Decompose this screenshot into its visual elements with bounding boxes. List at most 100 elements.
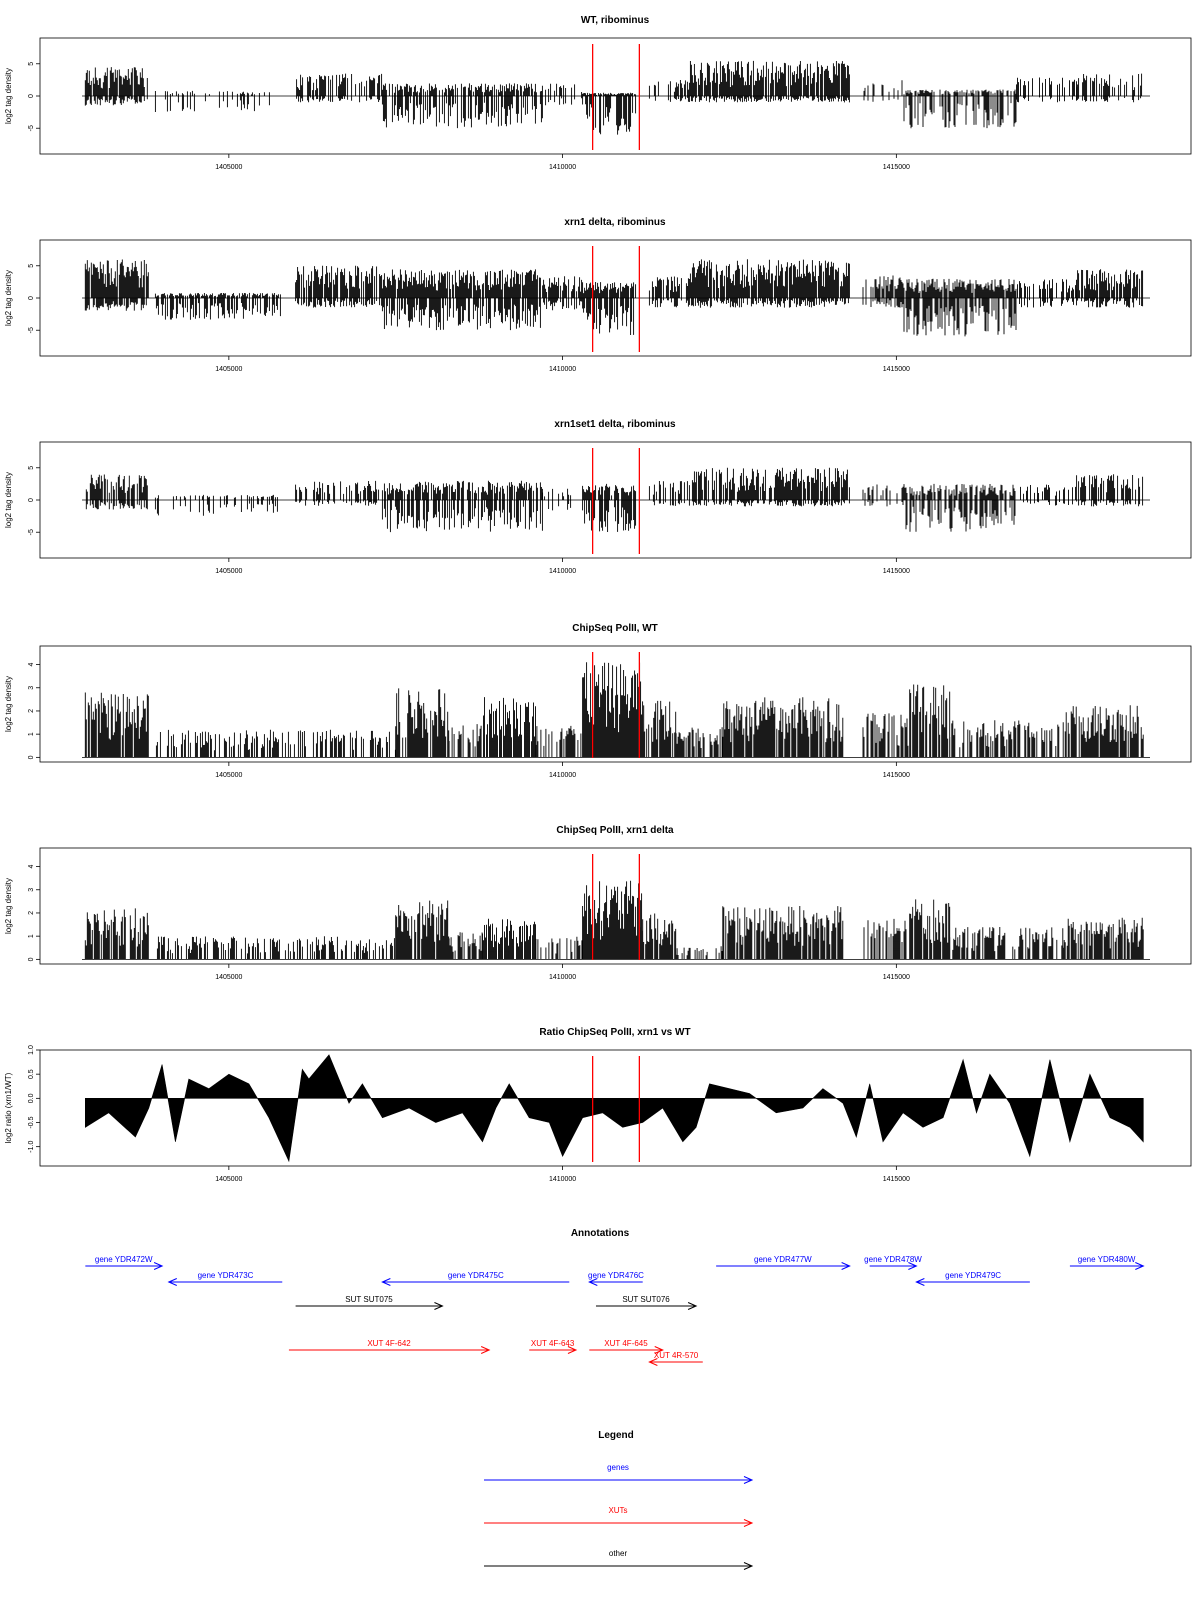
arrow-head-icon [434,1302,444,1310]
data-marks [82,259,1150,337]
y-tick-label: 5 [28,264,35,268]
x-tick-label: 1410000 [549,366,576,373]
x-axis: 1405000 1410000 1415000 [215,558,910,575]
arrow-head-icon [654,1346,664,1354]
arrow-head-icon [648,1358,658,1366]
x-tick-label: 1405000 [215,772,242,779]
y-tick-label: 3 [28,888,35,892]
x-tick-label: 1415000 [883,164,910,171]
panel-title: ChipSeq PolII, WT [572,623,658,634]
x-axis: 1405000 1410000 1415000 [215,1166,910,1183]
y-tick-label: -5 [28,529,35,535]
feature-gene: gene YDR478W [864,1255,922,1270]
y-tick-label: -1.0 [28,1141,35,1153]
x-tick-label: 1410000 [549,974,576,981]
annotations-track: Annotations gene YDR472W gene YDR473C gene… [85,1228,1145,1366]
y-axis-label: log2 tag density [4,878,13,934]
legend-item: XUTs [484,1506,754,1527]
x-tick-label: 1410000 [549,568,576,575]
panel-4: ChipSeq PolII, WT log2 tag density 0 1 2 3 4 14… [4,623,1192,779]
data-marks [85,1054,1144,1163]
y-tick-label: 1.0 [28,1045,35,1055]
x-tick-label: 1415000 [883,366,910,373]
arrow-head-icon [743,1476,754,1484]
x-tick-label: 1405000 [215,164,242,171]
legend-title: Legend [598,1430,634,1441]
feature-label: XUT 4R-570 [654,1351,699,1360]
data-marks [82,880,1150,960]
legend-item-label: XUTs [608,1506,627,1515]
x-tick-label: 1405000 [215,1176,242,1183]
y-tick-label: -0.5 [28,1116,35,1128]
y-axis: 0 1 2 3 4 [28,663,40,759]
annotations-title: Annotations [571,1228,630,1239]
y-tick-label: 0 [28,498,35,502]
x-tick-label: 1410000 [549,1176,576,1183]
y-axis-label: log2 ratio (xrn1/WT) [4,1072,13,1143]
y-axis: 0 1 2 3 4 [28,865,40,961]
y-tick-label: 4 [28,663,35,667]
feature-label: XUT 4F-642 [367,1339,411,1348]
feature-gene: gene YDR473C [167,1271,283,1286]
feature-xut: XUT 4R-570 [648,1351,703,1366]
feature-xut: XUT 4F-645 [589,1339,664,1354]
density-bars [84,880,1144,960]
data-marks [82,60,1150,135]
y-tick-label: 0 [28,296,35,300]
x-axis: 1405000 1410000 1415000 [215,154,910,171]
y-tick-label: 1 [28,934,35,938]
y-tick-label: 5 [28,466,35,470]
feature-label: gene YDR472W [95,1255,153,1264]
legend: Legend genes XUTs other [484,1430,754,1570]
y-axis: -1.0 -0.5 0.0 0.5 1.0 [28,1045,40,1153]
y-tick-label: 0 [28,755,35,759]
legend-items: genes XUTs other [484,1463,754,1570]
legend-item-label: other [609,1549,628,1558]
y-tick-label: 0.0 [28,1093,35,1103]
feature-other: SUT SUT075 [295,1295,444,1310]
x-tick-label: 1405000 [215,974,242,981]
y-tick-label: 2 [28,911,35,915]
arrow-head-icon [588,1278,598,1286]
x-axis: 1405000 1410000 1415000 [215,762,910,779]
ratio-area [85,1054,1144,1163]
y-tick-label: -5 [28,125,35,131]
density-bars [84,662,1144,758]
arrow-head-icon [915,1278,925,1286]
y-tick-label: 5 [28,62,35,66]
x-tick-label: 1415000 [883,974,910,981]
x-axis: 1405000 1410000 1415000 [215,356,910,373]
y-axis: -5 0 5 [28,466,40,535]
data-marks [82,662,1150,758]
y-tick-label: 0.5 [28,1069,35,1079]
legend-item-label: genes [607,1463,629,1472]
x-tick-label: 1410000 [549,772,576,779]
arrow-head-icon [167,1278,177,1286]
feature-gene: gene YDR479C [915,1271,1030,1286]
panel-title: xrn1set1 delta, ribominus [554,419,676,430]
density-bars [84,259,1144,337]
feature-label: gene YDR480W [1078,1255,1136,1264]
y-tick-label: 1 [28,732,35,736]
feature-label: gene YDR476C [588,1271,644,1280]
density-bars [84,60,1143,135]
feature-label: gene YDR479C [945,1271,1001,1280]
feature-gene: gene YDR476C [588,1271,644,1286]
feature-gene: gene YDR477W [716,1255,851,1270]
feature-other: SUT SUT076 [595,1295,698,1310]
legend-item: genes [484,1463,754,1484]
feature-gene: gene YDR475C [381,1271,570,1286]
y-tick-label: 3 [28,686,35,690]
plot-frame [39,847,1192,965]
y-axis-label: log2 tag density [4,472,13,528]
feature-label: gene YDR473C [198,1271,254,1280]
y-tick-label: -5 [28,327,35,333]
panel-3: xrn1set1 delta, ribominus log2 tag densit… [4,419,1192,575]
feature-gene: gene YDR480W [1069,1255,1145,1270]
arrow-head-icon [687,1302,698,1310]
y-tick-label: 0 [28,957,35,961]
plot-frame [39,1049,1192,1167]
arrow-head-icon [567,1346,578,1354]
y-axis-label: log2 tag density [4,68,13,124]
